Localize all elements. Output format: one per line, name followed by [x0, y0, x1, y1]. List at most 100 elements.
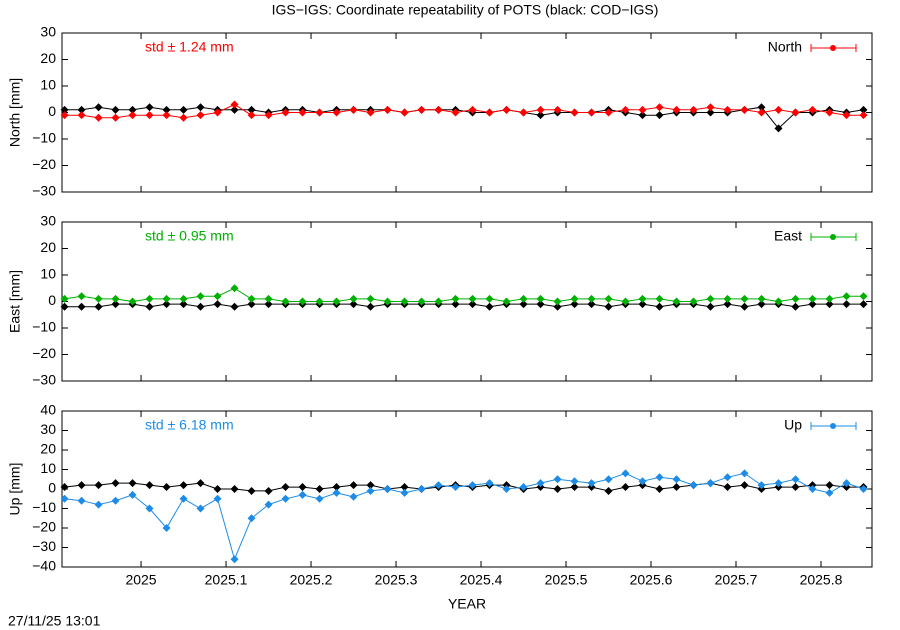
data-point [264, 500, 273, 509]
data-point [740, 105, 749, 114]
data-point [859, 292, 868, 301]
y-tick-label: 20 [40, 441, 56, 457]
plot-frame [61, 221, 873, 382]
data-point [604, 302, 613, 311]
data-point [808, 485, 817, 493]
data-point [366, 294, 375, 303]
y-tick-label: −40 [32, 558, 56, 574]
data-point [145, 111, 154, 120]
data-point [196, 103, 205, 112]
data-point [179, 294, 188, 303]
data-point [60, 294, 69, 303]
data-point [859, 300, 868, 309]
data-point [519, 483, 528, 492]
data-point [451, 483, 460, 492]
data-point [400, 483, 409, 492]
data-point [281, 483, 290, 492]
y-tick-label: 40 [40, 402, 56, 418]
y-tick-label: 30 [40, 421, 56, 437]
data-point [485, 294, 494, 303]
y-tick-label: 10 [40, 77, 56, 93]
data-point [230, 100, 239, 109]
data-point [179, 494, 188, 503]
data-point [213, 300, 222, 309]
data-point [536, 479, 545, 488]
x-tick-label: 2025.2 [290, 572, 333, 588]
data-point [553, 475, 562, 484]
data-point [349, 300, 358, 309]
data-point [264, 111, 273, 120]
y-tick-label: −20 [32, 519, 56, 535]
data-point [706, 108, 715, 117]
data-point [536, 111, 545, 120]
data-point [77, 496, 86, 505]
data-point [672, 483, 681, 492]
data-point [196, 292, 205, 301]
data-point [162, 524, 171, 532]
data-point [349, 481, 358, 490]
data-point [536, 105, 545, 114]
data-point [162, 111, 171, 120]
data-point [111, 113, 120, 122]
data-point [315, 494, 324, 503]
data-point [230, 284, 239, 293]
data-point [128, 105, 137, 114]
y-tick-label: −10 [32, 499, 56, 515]
data-point [94, 103, 103, 112]
legend-label: North [768, 39, 802, 55]
data-point [655, 294, 664, 303]
data-point [468, 294, 477, 303]
data-point [145, 481, 154, 490]
y-tick-label: −20 [32, 345, 56, 361]
x-tick-label: 2025.8 [800, 572, 843, 588]
data-point [825, 488, 834, 497]
data-point [247, 300, 256, 309]
y-tick-label: 0 [48, 103, 56, 119]
y-axis-label: East [mm] [7, 270, 23, 333]
data-point [825, 481, 834, 490]
data-point [400, 108, 409, 117]
data-point [502, 485, 511, 493]
data-point [196, 504, 205, 513]
data-point [774, 105, 783, 114]
data-point [672, 475, 681, 484]
data-point [230, 105, 239, 114]
data-point [128, 111, 137, 120]
data-point [740, 302, 749, 311]
data-point [757, 481, 766, 490]
data-point [451, 300, 460, 309]
data-point [655, 111, 664, 120]
data-point [638, 105, 647, 114]
data-point [485, 302, 494, 311]
data-point [570, 300, 579, 309]
plot-frame [61, 32, 873, 193]
annotation: std ± 0.95 mm [145, 228, 234, 244]
data-point [570, 108, 579, 117]
data-point [706, 294, 715, 303]
data-point [519, 300, 528, 309]
data-point [672, 297, 681, 306]
data-point [434, 297, 443, 306]
data-point [808, 300, 817, 309]
data-point [638, 294, 647, 303]
data-point [332, 488, 341, 497]
data-point [791, 475, 800, 484]
data-point [145, 302, 154, 311]
data-point [145, 504, 154, 513]
data-point [604, 475, 613, 484]
data-point [842, 300, 851, 309]
data-point [519, 108, 528, 117]
data-point [485, 479, 494, 488]
data-point [604, 108, 613, 117]
data-point [757, 103, 766, 112]
annotation: std ± 6.18 mm [145, 417, 234, 433]
data-point [60, 111, 69, 120]
data-point [825, 300, 834, 309]
data-point [723, 473, 732, 482]
data-point [298, 108, 307, 117]
x-tick-label: 2025.1 [205, 572, 248, 588]
data-point [842, 111, 851, 120]
y-tick-label: −30 [32, 538, 56, 554]
data-point [859, 485, 868, 493]
data-point [196, 111, 205, 120]
